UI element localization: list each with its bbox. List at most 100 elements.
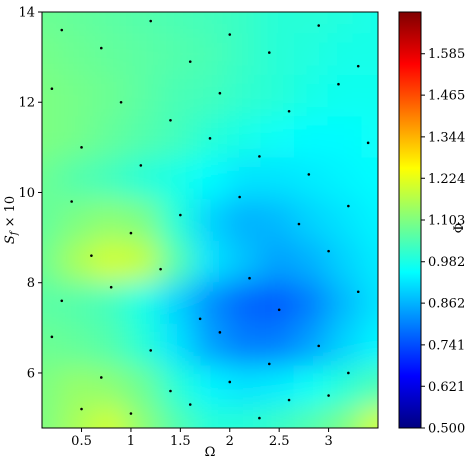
heat-cell	[126, 32, 161, 75]
heat-cell	[226, 157, 261, 200]
sample-point	[99, 46, 103, 50]
heat-cell	[226, 406, 261, 428]
heat-cell	[42, 198, 60, 241]
heat-cell	[226, 12, 261, 34]
sample-point	[347, 371, 350, 375]
heat-cell	[327, 157, 362, 200]
heat-cell	[294, 12, 329, 34]
heat-cell	[159, 406, 194, 428]
heat-cell	[361, 115, 378, 158]
sample-point	[169, 389, 172, 393]
heat-cell	[226, 74, 261, 117]
heat-cell	[126, 323, 161, 366]
heat-cell	[58, 364, 93, 407]
sample-point	[149, 19, 153, 23]
sample-point	[258, 155, 261, 158]
heat-cell	[92, 32, 127, 75]
heat-cell	[159, 32, 194, 75]
y-label-base: S	[3, 235, 18, 244]
heat-cell	[42, 323, 60, 366]
plot-area	[42, 12, 378, 428]
heat-cell	[193, 74, 228, 117]
heat-cell	[361, 406, 378, 428]
colorbar-tick-label: 0.862	[428, 297, 465, 312]
colorbar-tick-label: 1.103	[428, 214, 465, 229]
heat-cell	[361, 32, 378, 75]
colorbar	[398, 11, 422, 429]
heat-cell	[260, 406, 295, 428]
plot-frame	[41, 11, 379, 429]
sample-point	[70, 200, 73, 203]
scatter-points	[50, 19, 370, 420]
heat-cell	[327, 74, 362, 117]
sample-point	[119, 100, 123, 104]
heat-cell	[42, 32, 60, 75]
heatmap	[42, 12, 378, 428]
heat-cell	[159, 364, 194, 407]
heat-cell	[361, 281, 378, 324]
sample-point	[228, 33, 232, 36]
heat-cell	[159, 323, 194, 366]
axes: 0.5 1 1.5 2 2.5 3 6 8 10 12 14 0.500 0.621 0.741 0.862…	[18, 6, 465, 450]
x-tick-label: 2	[226, 434, 234, 449]
heat-cell	[361, 157, 378, 200]
heat-cell	[294, 115, 329, 158]
heat-cell	[361, 364, 378, 407]
sample-point	[188, 60, 192, 63]
heat-cell	[327, 198, 362, 241]
x-tick-label: 3	[324, 434, 332, 449]
heat-cell	[159, 281, 194, 324]
heat-cell	[327, 115, 362, 158]
sample-point	[238, 195, 241, 199]
heat-cell	[327, 281, 362, 324]
heat-cell	[226, 32, 261, 75]
heat-cell	[58, 281, 93, 324]
heat-cell	[159, 12, 194, 34]
heat-cell	[58, 323, 93, 366]
heat-cell	[260, 32, 295, 75]
sample-point	[317, 24, 321, 27]
heat-cell	[361, 240, 378, 283]
heat-cell	[126, 364, 161, 407]
heat-cell	[92, 323, 127, 366]
sample-point	[337, 82, 340, 86]
sample-point	[218, 91, 222, 95]
sample-point	[60, 28, 64, 32]
x-tick-label: 1	[127, 434, 135, 449]
heat-cell	[126, 406, 161, 428]
sample-point	[248, 276, 251, 280]
heat-cell	[126, 12, 161, 34]
heat-cell	[58, 240, 93, 283]
y-tick-label: 10	[18, 186, 35, 201]
heat-cell	[260, 157, 295, 200]
sample-point	[347, 204, 350, 208]
heat-cell	[294, 74, 329, 117]
x-tick-label: 2.5	[269, 434, 290, 449]
heat-cell	[42, 115, 60, 158]
y-tick-label: 14	[18, 6, 35, 21]
sample-point	[228, 380, 232, 384]
heat-cell	[193, 364, 228, 407]
colorbar-tick-label: 0.982	[428, 255, 465, 270]
heat-cell	[42, 240, 60, 283]
heat-cell	[327, 12, 362, 34]
heat-cell	[361, 12, 378, 34]
heat-cell	[58, 74, 93, 117]
y-tick-label: 12	[18, 96, 35, 111]
sample-point	[60, 299, 64, 303]
sample-point	[90, 254, 93, 257]
y-label-rest: × 10	[3, 196, 18, 232]
heat-cell	[226, 115, 261, 158]
heat-cell	[193, 281, 228, 324]
heat-cell	[327, 323, 362, 366]
heat-cell	[92, 198, 127, 241]
sample-point	[356, 64, 360, 68]
heat-cell	[260, 198, 295, 241]
heat-cell	[126, 198, 161, 241]
heat-cell	[58, 32, 93, 75]
heat-cell	[193, 12, 228, 34]
heat-cell	[159, 115, 194, 158]
sample-point	[179, 213, 182, 217]
heat-cell	[126, 281, 161, 324]
y-axis-label: Sf × 10	[3, 196, 20, 244]
